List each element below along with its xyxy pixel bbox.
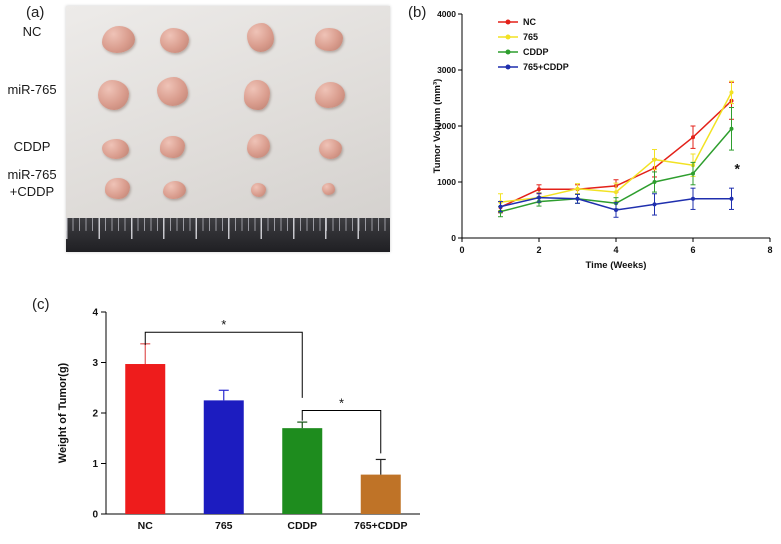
significance-bracket: *: [301, 395, 382, 454]
y-tick-label: 0: [451, 233, 456, 243]
y-tick-label: 4: [92, 308, 98, 319]
x-axis: 0 2 4 6 8 Time (Weeks): [459, 237, 773, 271]
legend-item-765: 765: [498, 32, 538, 42]
y-tick-label: 4000: [437, 9, 456, 19]
tumor-specimen: [247, 23, 275, 53]
tumor-specimen: [159, 28, 189, 54]
tumor-specimen: [250, 183, 266, 198]
legend-label: NC: [523, 17, 536, 27]
panel-c-label: (c): [32, 296, 50, 313]
tumor-specimen: [156, 77, 188, 107]
tumor-specimen: [315, 82, 346, 109]
y-tick-label: 3: [92, 358, 98, 369]
x-tick-label: 8: [767, 245, 772, 255]
significance-star: *: [735, 161, 741, 177]
bar-765+CDDP: [360, 474, 401, 514]
x-tick-label: 6: [690, 245, 695, 255]
legend: NC 765 CDDP 765+CDDP: [498, 17, 569, 72]
bars: [125, 343, 401, 514]
x-axis-title: Time (Weeks): [586, 260, 647, 271]
significance-star: *: [339, 395, 344, 410]
legend-label: 765+CDDP: [523, 62, 569, 72]
x-tick-label: CDDP: [287, 520, 317, 532]
tumor-specimen: [163, 180, 187, 199]
legend-item-765+CDDP: 765+CDDP: [498, 62, 569, 72]
tumor-specimen: [101, 25, 135, 53]
y-axis: 0 1000 2000 3000 4000 Tumor Volumn (mm³): [432, 9, 463, 243]
tumor-specimen: [159, 136, 185, 159]
y-tick-label: 1000: [437, 177, 456, 187]
tumor-specimen: [104, 178, 130, 200]
tumor-specimen: [247, 133, 271, 158]
bar-CDDP: [282, 428, 323, 514]
x-tick-label: 4: [613, 245, 618, 255]
tumor-specimen: [98, 79, 130, 110]
legend-item-NC: NC: [498, 17, 536, 27]
ruler: [66, 218, 390, 252]
tumor-volume-chart: 0 2 4 6 8 Time (Weeks) 0 1000 2000 3000 4000 Tumor …: [432, 9, 773, 271]
x-tick-label: 765: [215, 520, 233, 532]
x-axis: NC 765 CDDP 765+CDDP: [106, 513, 420, 532]
y-tick-label: 3000: [437, 65, 456, 75]
series-765+CDDP: [498, 187, 734, 218]
significance-bracket: *: [144, 317, 303, 398]
tumor-photo: [66, 6, 390, 252]
panel-a-label: (a): [26, 4, 45, 21]
x-tick-label: 765+CDDP: [354, 520, 407, 532]
y-tick-label: 0: [92, 510, 98, 521]
y-axis: 0 1 2 3 4 Weight of Tumor(g): [57, 308, 107, 521]
tumor-specimen: [101, 138, 129, 159]
row-label-cddp: CDDP: [13, 139, 51, 154]
row-label-mir765-cddp: miR-765 +CDDP: [7, 167, 57, 199]
tumor-weight-chart: NC 765 CDDP 765+CDDP 0 1 2 3 4 Weight of Tumor(g)…: [57, 308, 420, 532]
legend-label: 765: [523, 32, 538, 42]
legend-item-CDDP: CDDP: [498, 47, 549, 57]
tumor-specimen: [318, 138, 342, 159]
panel-b-label: (b): [408, 4, 427, 21]
bar-NC: [125, 364, 166, 514]
tumor-specimen: [321, 183, 335, 196]
legend-label: CDDP: [523, 47, 549, 57]
y-axis-title: Tumor Volumn (mm³): [432, 79, 443, 174]
x-tick-label: NC: [138, 520, 154, 532]
y-tick-label: 2000: [437, 121, 456, 131]
y-tick-label: 2: [92, 409, 98, 420]
row-label-nc: NC: [22, 24, 42, 39]
y-tick-label: 1: [92, 459, 98, 470]
tumor-specimen: [315, 28, 344, 52]
y-axis-title: Weight of Tumor(g): [57, 362, 69, 463]
row-label-mir765: miR-765: [7, 82, 57, 97]
significance-star: *: [221, 317, 226, 332]
bar-765: [203, 400, 244, 514]
x-tick-label: 2: [536, 245, 541, 255]
tumor-specimen: [244, 79, 271, 110]
x-tick-label: 0: [459, 245, 464, 255]
series-CDDP: [498, 107, 734, 218]
